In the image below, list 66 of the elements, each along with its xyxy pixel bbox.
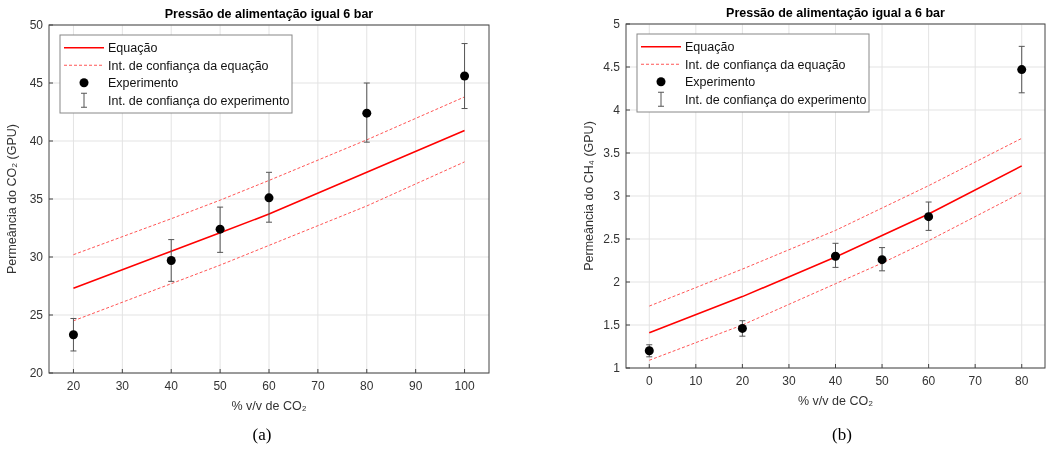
y-axis-title: Permeância do CO₂ (GPU)	[5, 123, 19, 275]
chart-title: Pressão de alimentação igual 6 bar	[164, 7, 374, 21]
line-series	[648, 165, 1023, 334]
legend-label: Int. de confiança da equação	[685, 57, 846, 72]
point	[924, 212, 934, 222]
legend-label: Experimento	[108, 76, 179, 91]
line-series	[72, 96, 466, 256]
y-tick-label: 5	[613, 17, 621, 31]
x-tick-label: 60	[262, 379, 276, 393]
point	[877, 255, 887, 265]
legend-label: Equação	[108, 41, 158, 56]
x-tick-label: 70	[968, 374, 983, 388]
x-axis-title: % v/v de CO₂	[231, 399, 307, 413]
x-tick-label: 40	[828, 374, 843, 388]
text: (a)	[252, 425, 272, 444]
legend-label: Experimento	[685, 75, 756, 90]
legend-label: Int. de confiança do experimento	[108, 93, 290, 108]
x-tick-label: 20	[735, 374, 750, 388]
x-tick-label: 100	[454, 379, 475, 393]
line-series	[648, 192, 1023, 361]
legend-label: Equação	[685, 40, 735, 55]
legend-label: Int. de confiança do experimento	[685, 92, 867, 107]
y-tick-label: 2	[613, 275, 621, 289]
x-tick-label: 30	[782, 374, 796, 388]
x-tick-label: 0	[645, 374, 653, 388]
legend-label: Int. de confiança da equação	[108, 58, 269, 73]
x-axis-title: % v/v de CO₂	[797, 394, 874, 408]
point	[68, 330, 78, 340]
point	[215, 224, 225, 234]
x-tick-label: 10	[689, 374, 703, 388]
line-series	[648, 137, 1023, 307]
y-tick-label: 4.5	[603, 60, 621, 74]
x-tick-label: 50	[875, 374, 890, 388]
x-tick-label: 80	[1015, 374, 1029, 388]
x-tick-label: 90	[408, 379, 423, 393]
point	[264, 193, 274, 203]
x-tick-label: 40	[164, 379, 179, 393]
y-tick-label: 2.5	[603, 232, 621, 246]
y-axis-title: Permeância do CH₄ (GPU)	[582, 121, 596, 271]
y-tick-label: 50	[29, 18, 44, 32]
y-tick-label: 45	[29, 76, 44, 90]
point	[831, 251, 840, 261]
point	[460, 71, 470, 81]
y-tick-label: 1	[613, 361, 621, 375]
y-tick-label: 30	[29, 250, 44, 264]
y-tick-label: 1.5	[603, 318, 621, 332]
line-series	[72, 161, 466, 322]
chart-title: Pressão de alimentação igual a 6 bar	[726, 6, 946, 20]
x-tick-label: 80	[360, 379, 374, 393]
y-tick-label: 35	[29, 192, 44, 206]
point	[362, 108, 372, 118]
x-tick-label: 20	[66, 379, 81, 393]
y-tick-label: 3	[613, 189, 621, 203]
point	[737, 323, 747, 333]
x-tick-label: 50	[213, 379, 228, 393]
line-series	[72, 129, 466, 290]
x-tick-label: 30	[115, 379, 130, 393]
point	[166, 255, 176, 265]
text: (b)	[832, 425, 852, 444]
y-tick-label: 4	[613, 103, 621, 117]
y-tick-label: 40	[29, 134, 44, 148]
y-tick-label: 3.5	[603, 146, 621, 160]
point	[1017, 65, 1027, 75]
x-tick-label: 70	[311, 379, 325, 393]
y-tick-label: 25	[29, 308, 44, 322]
x-tick-label: 60	[921, 374, 936, 388]
